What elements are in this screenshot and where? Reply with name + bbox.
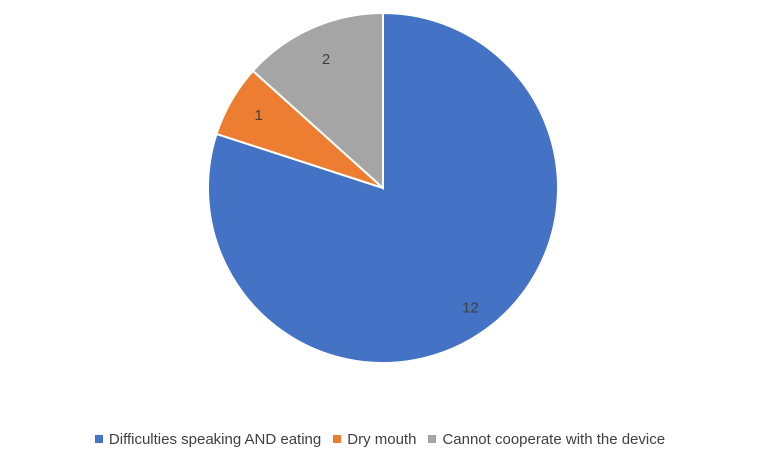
data-label-2: 2 bbox=[322, 51, 330, 68]
legend-swatch-2 bbox=[428, 435, 437, 443]
chart-legend: Difficulties speaking AND eating Dry mout… bbox=[0, 428, 760, 450]
pie-slice-2 bbox=[251, 11, 384, 191]
data-label-0: 12 bbox=[462, 299, 479, 316]
legend-item-0: Difficulties speaking AND eating bbox=[94, 430, 322, 448]
legend-item-2: Cannot cooperate with the device bbox=[428, 431, 665, 448]
legend-swatch-1 bbox=[333, 435, 342, 443]
legend-label-1: Dry mouth bbox=[347, 430, 417, 448]
legend-swatch-0 bbox=[94, 435, 103, 443]
data-label-1: 1 bbox=[255, 107, 263, 124]
legend-label-0: Difficulties speaking AND eating bbox=[108, 430, 322, 448]
legend-item-1: Dry mouth bbox=[333, 431, 416, 448]
legend-label-2: Cannot cooperate with the device bbox=[442, 430, 666, 448]
